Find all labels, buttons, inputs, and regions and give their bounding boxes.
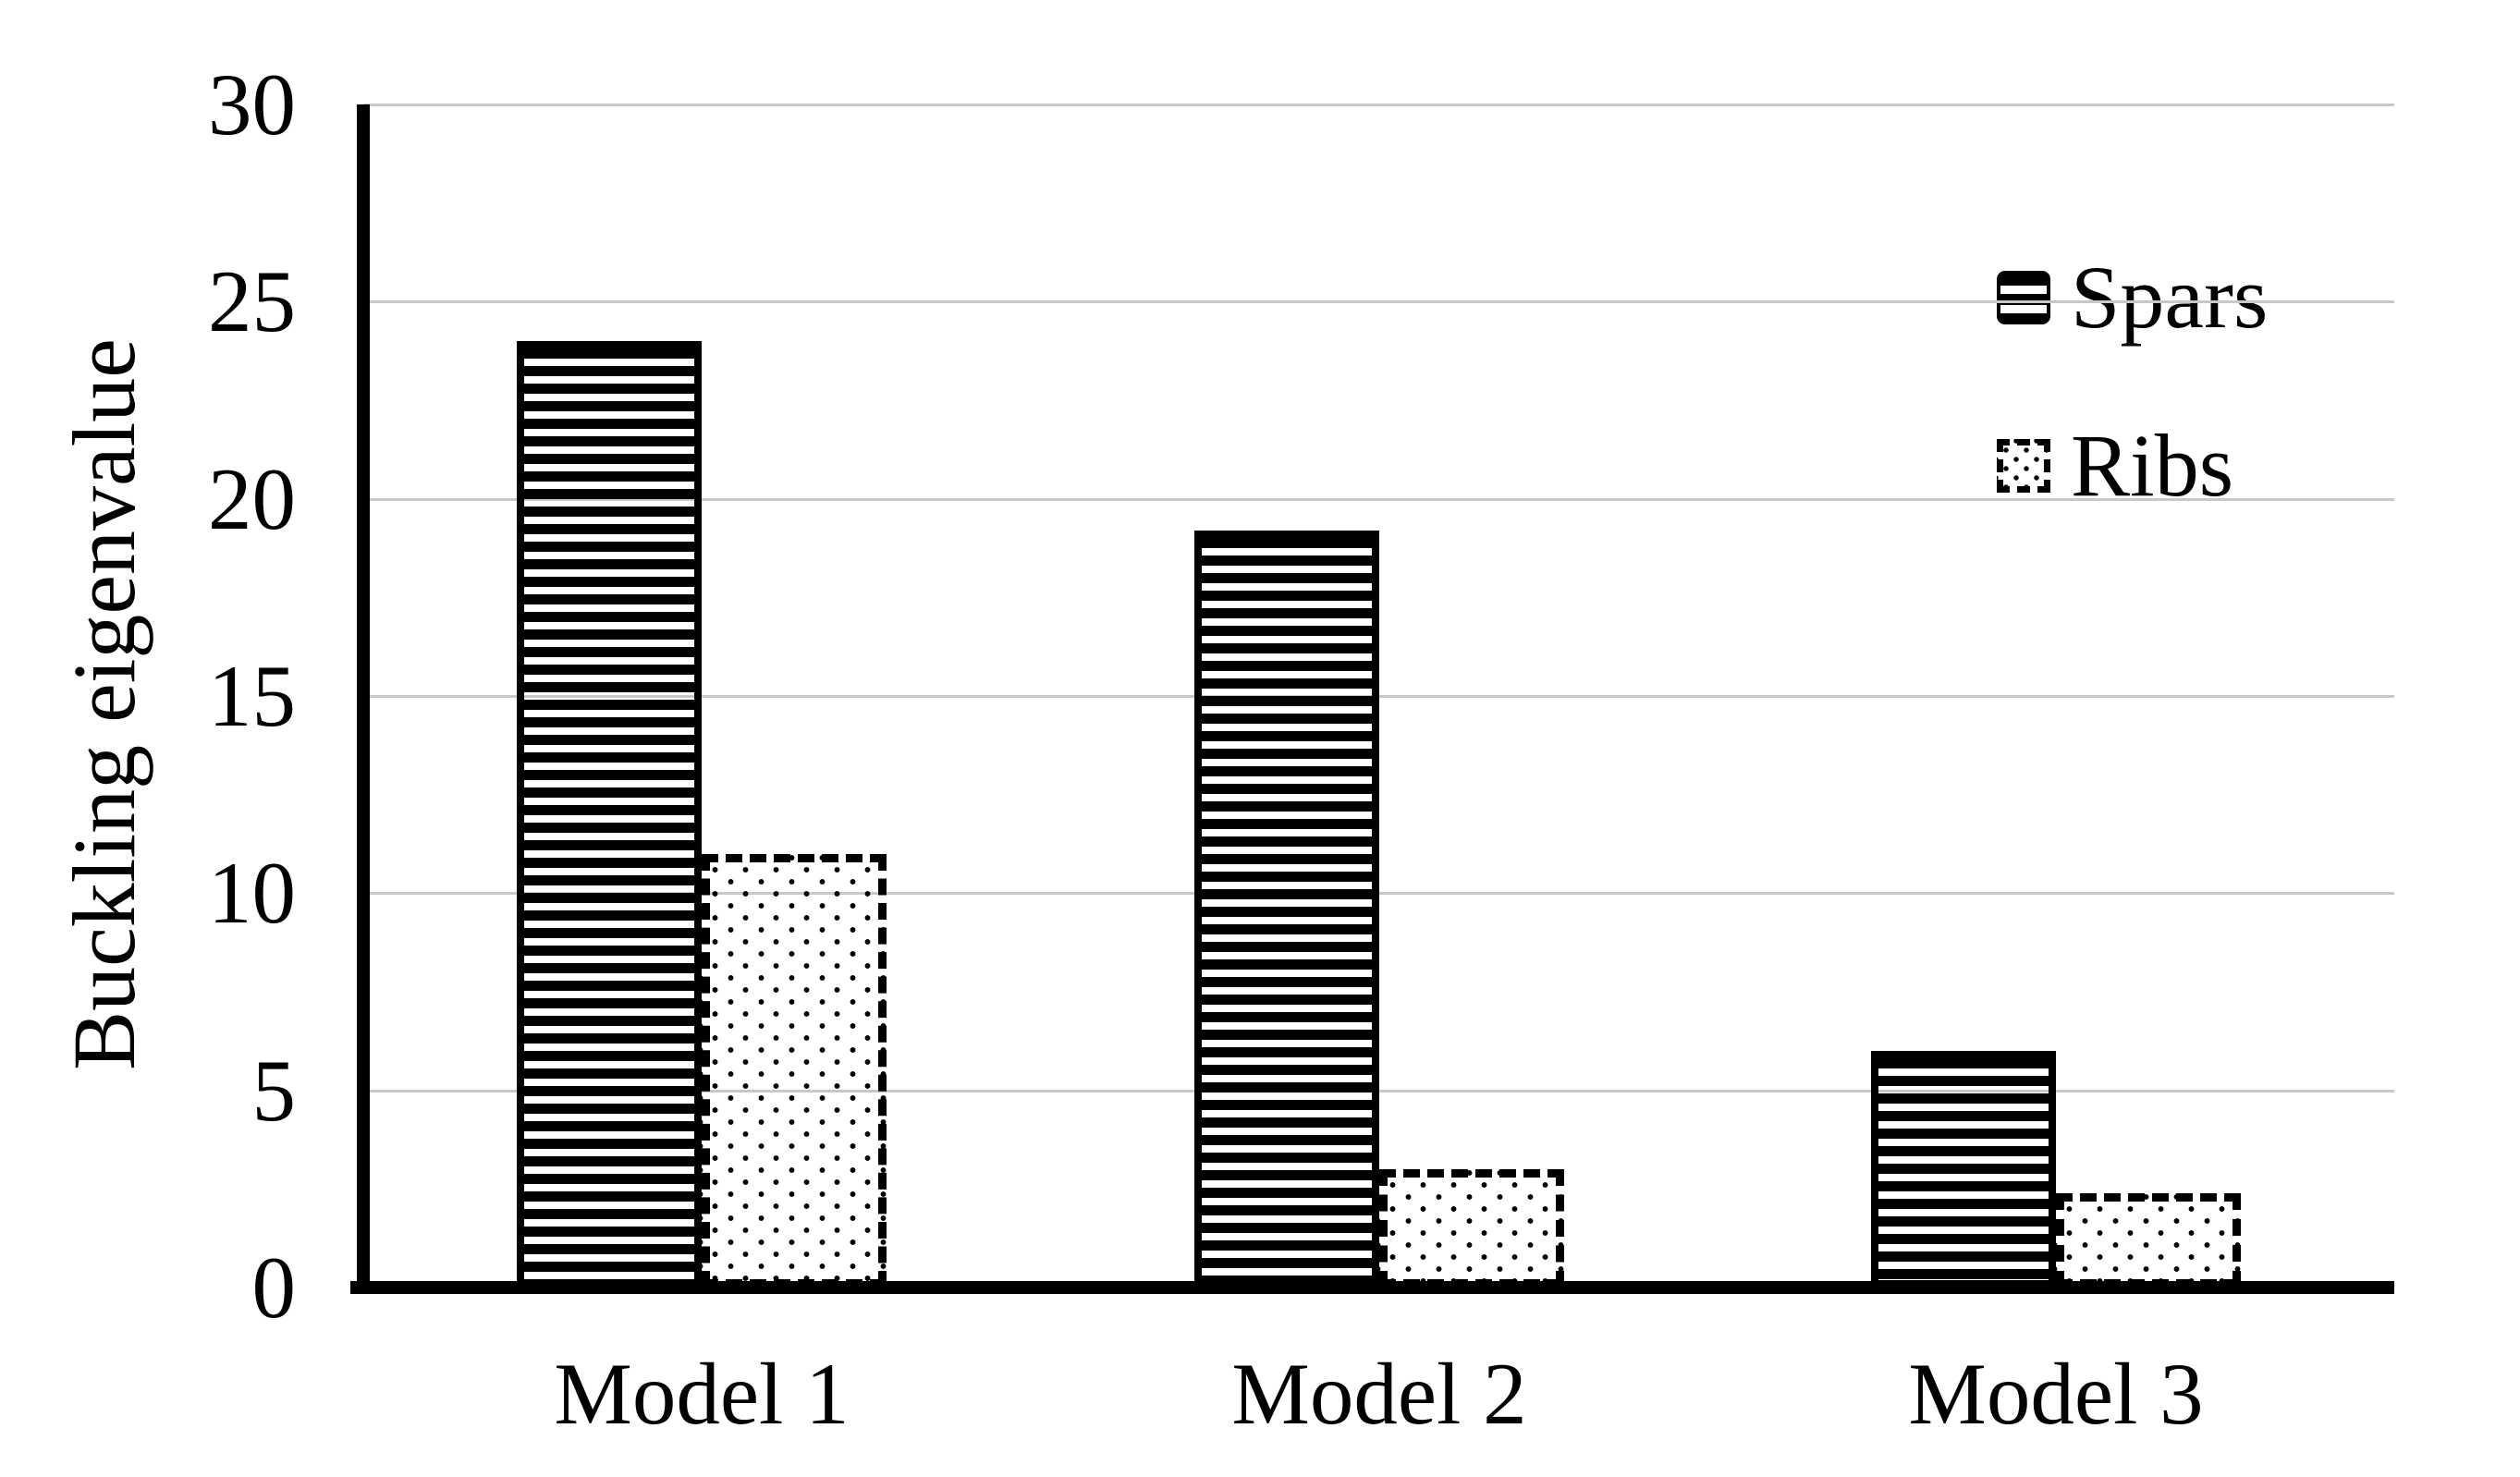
- gridline-25: [363, 300, 2394, 304]
- y-tick-label-20: 20: [208, 449, 296, 548]
- x-category-label-2: Model 2: [1231, 1345, 1527, 1443]
- horizontal-stripes-swatch-icon: [1997, 271, 2050, 324]
- bar-spars-model-3: [1871, 1051, 2056, 1288]
- y-axis-line: [357, 104, 370, 1294]
- x-category-label-1: Model 1: [554, 1345, 850, 1443]
- gridline-30: [363, 104, 2394, 106]
- y-tick-label-30: 30: [208, 55, 296, 153]
- legend-label-spars: Spars: [2071, 248, 2269, 347]
- bar-ribs-model-3: [2056, 1193, 2241, 1288]
- y-tick-label-0: 0: [251, 1239, 297, 1337]
- y-tick-label-10: 10: [208, 844, 296, 943]
- y-tick-label-25: 25: [208, 252, 296, 351]
- y-tick-label-5: 5: [251, 1041, 297, 1140]
- legend-label-ribs: Ribs: [2071, 416, 2234, 515]
- bar-ribs-model-1: [702, 854, 887, 1288]
- bar-ribs-model-2: [1379, 1169, 1564, 1288]
- legend-item-ribs: Ribs: [1997, 420, 2233, 512]
- bar-spars-model-2: [1194, 531, 1379, 1288]
- gridline-20: [363, 497, 2394, 501]
- y-tick-label-15: 15: [208, 647, 296, 745]
- dotted-swatch-icon: [1997, 439, 2050, 493]
- bar-spars-model-1: [517, 341, 702, 1288]
- x-category-label-3: Model 3: [1908, 1345, 2204, 1443]
- legend-item-spars: Spars: [1997, 251, 2268, 344]
